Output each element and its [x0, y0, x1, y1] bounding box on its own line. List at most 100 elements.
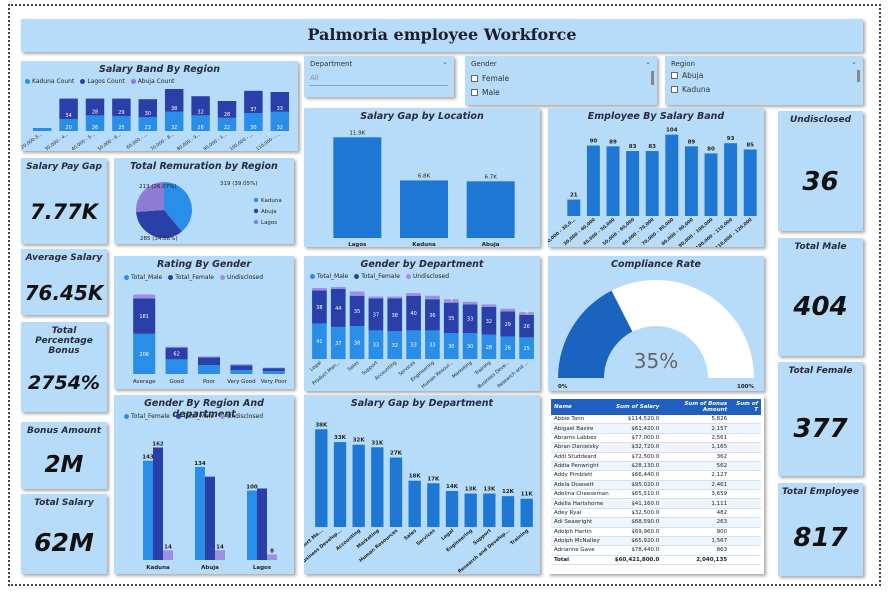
table-cell: [730, 545, 761, 556]
chevron-down-icon[interactable]: ⌄: [442, 58, 448, 66]
data-label: 26: [197, 125, 203, 131]
table-row[interactable]: Adolph McNalley $65,920.0 1,567: [551, 536, 761, 547]
data-label: 6.8K: [418, 173, 431, 179]
bar: [217, 117, 237, 131]
table-row[interactable]: Adolph Hartin $69,960.0 900: [551, 527, 761, 537]
table-cell: 900: [662, 527, 731, 537]
table-cell: Adi Seawright: [551, 517, 612, 528]
legend-item-undisclosed[interactable]: Undisclosed: [219, 274, 263, 281]
bar: [443, 333, 459, 359]
gauge-max-label: 100%: [737, 384, 754, 390]
table-row[interactable]: Adela Dowsett $95,020.0 2,461: [551, 480, 761, 491]
data-label: 27K: [390, 451, 403, 457]
legend-item-undisclosed[interactable]: Undisclosed: [405, 273, 449, 280]
legend-item-abuja[interactable]: Abuja Count: [130, 78, 174, 85]
data-label: 143: [142, 455, 154, 461]
chevron-down-icon[interactable]: ⌄: [851, 58, 857, 66]
bar: [143, 460, 153, 560]
gender-option-male[interactable]: Male: [471, 88, 500, 97]
kpi-total-salary: Total Salary 62M: [21, 494, 107, 574]
table-cell: Addi Studdeard: [551, 452, 612, 462]
slicer-dropdown[interactable]: [309, 72, 448, 86]
data-label: 13K: [465, 487, 478, 493]
table-row[interactable]: Abbie Tann $114,520.0 5,826: [551, 415, 761, 425]
gender-slicer[interactable]: Gender ⌄ Female Male: [465, 56, 657, 105]
gender-by-department-card: Gender by Department Total_Male Total_Fe…: [304, 256, 540, 391]
kpi-value: 404: [793, 292, 848, 322]
legend-marker: [253, 197, 259, 203]
bar: [349, 291, 365, 296]
data-label: 3: [450, 298, 453, 304]
table-row[interactable]: Abigael Basire $61,420.0 2,157: [551, 423, 761, 434]
legend-item-kaduna[interactable]: Kaduna Count: [25, 78, 74, 85]
chart-legend: Total_Female Total_Male Undisclosed: [124, 413, 263, 420]
table-row[interactable]: Adrianne Gave $78,440.0 863: [551, 545, 761, 556]
bar: [520, 498, 533, 527]
table-row[interactable]: Abran Danielsky $32,720.0 1,165: [551, 442, 761, 453]
region-option-kaduna[interactable]: Kaduna: [671, 85, 710, 94]
region-option-abuja[interactable]: Abuja: [671, 71, 703, 80]
bar: [684, 146, 698, 216]
table-cell: [730, 461, 761, 472]
table-row[interactable]: Addy Pimblett $66,440.0 2,127: [551, 470, 761, 481]
legend-item-male[interactable]: Total_Male: [175, 413, 214, 420]
column-header[interactable]: Name: [551, 399, 612, 415]
chevron-down-icon[interactable]: ⌄: [645, 58, 651, 66]
table-row[interactable]: Adelina Cheeseman $65,510.0 3,659: [551, 489, 761, 500]
legend-item-male[interactable]: Total_Male: [310, 273, 348, 280]
table-row[interactable]: Addia Penwright $28,130.0 562: [551, 461, 761, 472]
table-row[interactable]: Addi Studdeard $72,500.0 362: [551, 452, 761, 462]
bar: [191, 96, 210, 116]
data-label: 17K: [427, 476, 440, 482]
tick-label: 30,000 - 4...: [44, 132, 70, 151]
checkbox[interactable]: [471, 89, 478, 96]
kpi-label: Total Percentage Bonus: [35, 326, 93, 356]
bar: [315, 429, 328, 527]
region-slicer[interactable]: Region ⌄ Abuja Kaduna: [665, 56, 863, 105]
gender-option-female[interactable]: Female: [471, 74, 509, 83]
legend-item-undisclosed[interactable]: Undisclosed: [219, 413, 263, 420]
chart-title: Compliance Rate: [611, 259, 701, 270]
table-row[interactable]: Adi Seawright $68,590.0 263: [551, 517, 761, 528]
tick-label: 20,000 - 30,0...: [548, 217, 577, 247]
tick-label: Training: [473, 360, 492, 377]
column-header[interactable]: Sum of Salary: [611, 399, 663, 415]
bar: [368, 330, 384, 359]
table-row[interactable]: Adella Hartshorne $41,160.0 1,111: [551, 498, 761, 509]
table-scroll[interactable]: Name Sum of Salary Sum of Bonus Amount Sum …: [551, 399, 761, 570]
kpi-undisclosed: Undisclosed 36: [778, 111, 863, 231]
department-slicer[interactable]: Department All ⌄: [304, 56, 454, 97]
table-cell: Adolph Hartin: [551, 527, 612, 537]
legend-item-female[interactable]: Total_Female: [124, 413, 170, 420]
bar: [312, 323, 327, 359]
checkbox[interactable]: [471, 75, 478, 82]
table-cell: 482: [662, 508, 731, 519]
checkbox[interactable]: [671, 86, 678, 93]
bar: [133, 333, 156, 374]
legend-item-female[interactable]: Total_Female: [168, 274, 214, 281]
kpi-value: 817: [793, 523, 848, 553]
tick-label: 100,000 - ...: [229, 132, 255, 151]
data-label: 12K: [502, 489, 515, 495]
tick-label: Lagos: [348, 242, 367, 247]
tick-label: Research and ...: [496, 360, 529, 389]
legend-item-male[interactable]: Total_Male: [124, 274, 162, 281]
table-row[interactable]: Abrams Labbez $77,000.0 2,561: [551, 433, 761, 444]
bar: [606, 146, 620, 216]
table-cell: [730, 489, 761, 500]
bar: [165, 359, 188, 374]
checkbox[interactable]: [671, 72, 678, 79]
data-label: 37: [335, 341, 341, 347]
legend-item-female[interactable]: Total_Female: [354, 273, 400, 280]
scrollbar[interactable]: [857, 70, 860, 82]
data-label: 33: [373, 343, 379, 349]
scrollbar[interactable]: [651, 71, 654, 85]
bar: [195, 466, 205, 560]
bar: [262, 368, 285, 372]
column-header[interactable]: Sum of T: [730, 399, 761, 415]
table-row[interactable]: Adey Ryal $32,500.0 482: [551, 508, 761, 519]
column-header[interactable]: Sum of Bonus Amount: [662, 399, 731, 415]
table-cell: [730, 415, 761, 425]
legend-item-lagos[interactable]: Lagos Count: [80, 78, 125, 85]
chart-legend: Total_Male Total_Female Undisclosed: [310, 273, 449, 280]
